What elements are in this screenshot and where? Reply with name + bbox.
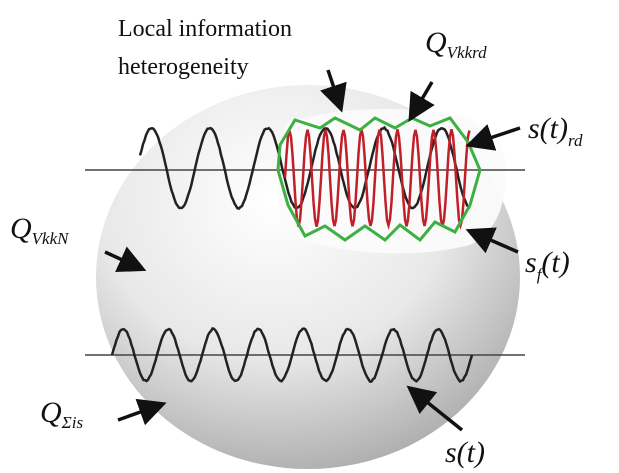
- heading: heterogeneity: [118, 54, 249, 80]
- label-sub: Σis: [61, 413, 84, 432]
- heading: Local information: [118, 16, 292, 42]
- label-main: s: [525, 246, 537, 279]
- label-main: s(t): [445, 436, 485, 469]
- label-tail: (t): [541, 246, 569, 279]
- arrow: [118, 405, 160, 420]
- label-main: Q: [40, 396, 62, 429]
- label-main: s(t): [528, 112, 568, 145]
- label-sub: Vkkrd: [447, 43, 487, 62]
- label: QΣis: [40, 396, 83, 432]
- label: sf(t): [525, 246, 570, 284]
- diagram: Local information heterogeneity QVkkrd s…: [0, 0, 619, 473]
- label-main: Q: [425, 26, 447, 59]
- label-main: Q: [10, 212, 32, 245]
- label: s(t): [445, 436, 485, 469]
- label: QVkkN: [10, 212, 70, 248]
- label: QVkkrd: [425, 26, 487, 62]
- label: s(t)rd: [528, 112, 583, 150]
- label-sub: rd: [568, 131, 583, 150]
- label-sub: VkkN: [32, 229, 70, 248]
